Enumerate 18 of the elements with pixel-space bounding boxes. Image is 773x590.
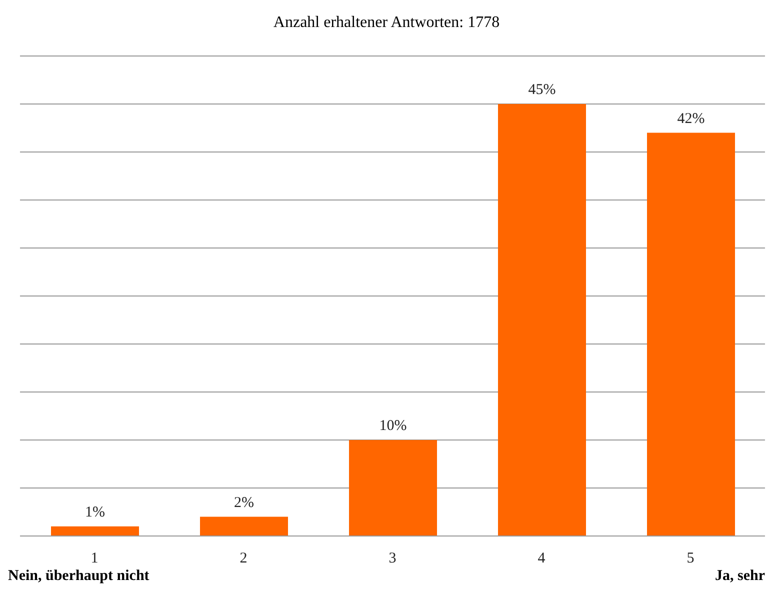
- chart-title: Anzahl erhaltener Antworten: 1778: [272, 13, 501, 33]
- bar: [498, 104, 586, 536]
- data-label: 1%: [85, 504, 105, 520]
- x-tick-label: 2: [240, 550, 248, 567]
- bar: [200, 516, 288, 536]
- bar: [647, 132, 735, 536]
- x-tick-label: 4: [538, 550, 546, 567]
- bar: [51, 526, 139, 536]
- data-label: 2%: [234, 494, 254, 511]
- data-label: 10%: [379, 418, 407, 434]
- text: Ja, sehr: [715, 568, 765, 585]
- data-label: 42%: [677, 110, 705, 127]
- text: Nein, überhaupt nicht: [8, 568, 150, 585]
- x-tick-label: 5: [686, 550, 694, 567]
- x-tick-label: 1: [90, 550, 98, 567]
- x-tick-label: 3: [388, 550, 396, 567]
- bar: [349, 440, 437, 536]
- data-label: 45%: [528, 82, 556, 98]
